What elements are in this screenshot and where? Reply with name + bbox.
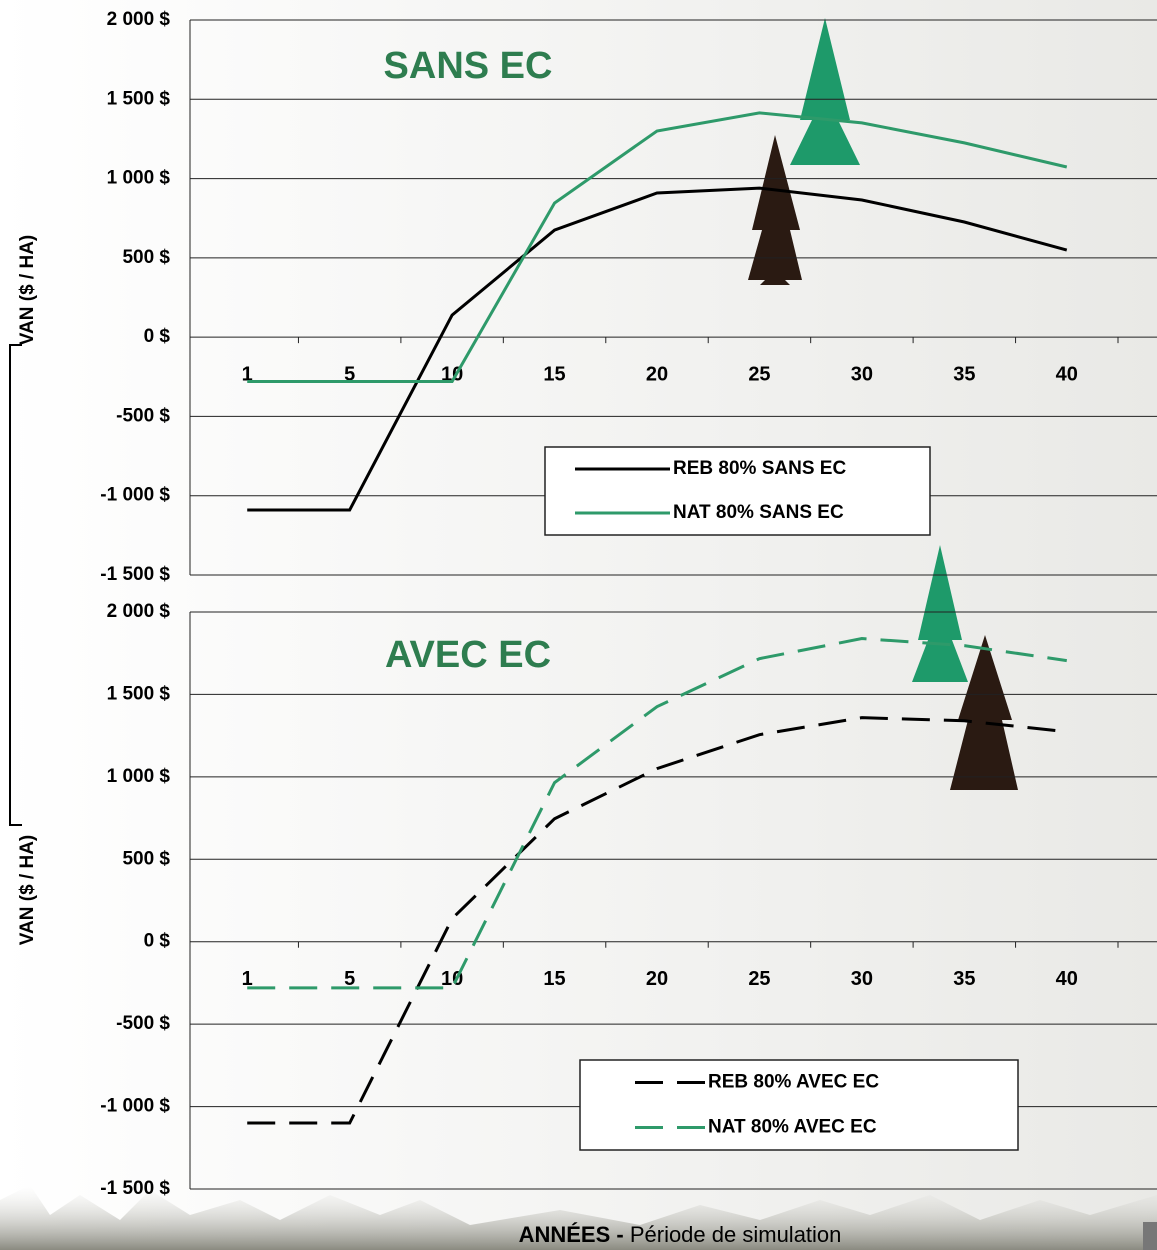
y-axis-title: VAN ($ / HA)	[17, 835, 38, 945]
y-tick-label: 2 000 $	[107, 9, 171, 30]
x-axis-title-main: ANNÉES -	[519, 1222, 624, 1247]
y-tick-label: 500 $	[122, 848, 170, 869]
legend-box	[579, 1059, 1019, 1151]
legend-label: NAT 80% AVEC EC	[708, 1117, 877, 1138]
panel-title: AVEC EC	[385, 634, 551, 676]
x-tick-label: 15	[543, 968, 565, 990]
x-tick-label: 35	[953, 363, 975, 385]
y-tick-label: -500 $	[116, 1013, 170, 1034]
x-tick-label: 40	[1056, 363, 1078, 385]
x-tick-label: 20	[646, 968, 668, 990]
legend-label: NAT 80% SANS EC	[673, 502, 844, 523]
series-line	[247, 637, 1067, 990]
corner-block	[1143, 1222, 1157, 1250]
y-axis-title: VAN ($ / HA)	[17, 235, 38, 345]
x-tick-label: 1	[242, 363, 253, 385]
y-tick-label: -1 000 $	[100, 1096, 170, 1117]
panel-title: SANS EC	[384, 45, 553, 87]
series-line	[247, 716, 1067, 1125]
y-tick-label: 1 000 $	[107, 168, 171, 189]
y-tick-label: 2 000 $	[107, 601, 171, 622]
y-tick-label: 0 $	[144, 931, 171, 952]
x-tick-label: 40	[1056, 968, 1078, 990]
y-tick-label: 1 000 $	[107, 766, 171, 787]
series-line	[247, 186, 1068, 512]
y-tick-label: -1 500 $	[100, 1178, 170, 1199]
x-tick-label: 20	[646, 363, 668, 385]
tree-dark	[950, 635, 1018, 790]
y-tick-label: 1 500 $	[107, 88, 171, 109]
y-tick-label: -1 500 $	[100, 564, 170, 585]
series-line	[247, 111, 1068, 384]
x-tick-label: 1	[242, 968, 253, 990]
y-tick-label: -1 000 $	[100, 485, 170, 506]
forest-silhouette	[0, 1185, 1157, 1250]
x-axis-title: ANNÉES - Période de simulation	[519, 1222, 842, 1247]
x-tick-label: 30	[851, 968, 873, 990]
tree-green	[790, 18, 860, 165]
legend-label: REB 80% SANS EC	[673, 458, 846, 479]
x-tick-label: 5	[344, 363, 355, 385]
x-tick-label: 15	[543, 363, 565, 385]
y-tick-label: 500 $	[122, 247, 170, 268]
y-tick-label: -500 $	[116, 405, 170, 426]
legend-label: REB 80% AVEC EC	[708, 1072, 879, 1093]
x-tick-label: 5	[344, 968, 355, 990]
x-tick-label: 35	[953, 968, 975, 990]
y-tick-label: 1 500 $	[107, 683, 171, 704]
bracket	[9, 344, 22, 826]
x-tick-label: 25	[748, 363, 770, 385]
y-tick-label: 0 $	[144, 326, 171, 347]
x-axis-title-detail: Période de simulation	[630, 1222, 842, 1247]
tree-dark	[748, 135, 802, 285]
tree-green	[912, 545, 968, 682]
x-tick-label: 30	[851, 363, 873, 385]
legend-box	[544, 446, 931, 536]
x-tick-label: 25	[748, 968, 770, 990]
